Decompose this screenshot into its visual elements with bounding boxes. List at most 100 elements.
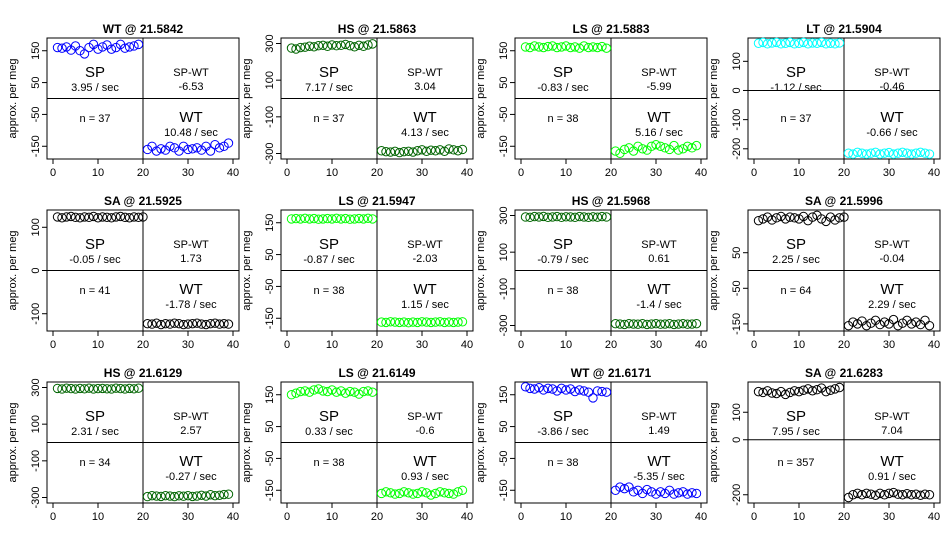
data-point (358, 214, 369, 224)
data-point (192, 318, 202, 328)
wt-label: WT (179, 109, 202, 126)
data-point (448, 489, 459, 499)
data-point (79, 49, 90, 59)
data-point (906, 149, 917, 159)
y-tick-label: -100 (264, 106, 276, 128)
y-tick-label: 100 (30, 218, 42, 236)
data-point (439, 488, 450, 498)
data-point (624, 318, 634, 329)
x-tick-label: 0 (50, 167, 56, 179)
sp-label: SP (786, 236, 806, 253)
data-point (619, 319, 630, 330)
data-point (124, 42, 135, 52)
spwt-value: -0.04 (879, 253, 904, 265)
data-point (322, 386, 333, 397)
data-point (852, 488, 863, 499)
data-point (525, 212, 535, 223)
y-tick-label: -200 (731, 484, 743, 506)
data-point (183, 319, 193, 329)
sp-label: SP (85, 236, 105, 253)
y-tick-label: 150 (264, 386, 276, 404)
spwt-label: SP-WT (407, 239, 443, 251)
y-tick-label: 0 (731, 437, 743, 443)
sp-rate: 2.31 / sec (71, 426, 119, 438)
y-tick-label: 100 (498, 243, 510, 261)
data-point (579, 41, 589, 51)
spwt-value: 7.04 (881, 425, 902, 437)
x-tick-label: 10 (92, 511, 104, 523)
sp-rate: -0.87 / sec (303, 254, 355, 266)
x-tick-label: 40 (461, 167, 473, 179)
data-point (830, 39, 840, 49)
data-point (525, 42, 535, 53)
data-point (570, 386, 580, 397)
y-tick-label: 100 (731, 52, 743, 70)
data-point (75, 213, 85, 223)
y-tick-label: 300 (264, 34, 276, 52)
data-point (794, 38, 804, 48)
data-point (893, 148, 903, 158)
data-point (789, 213, 800, 223)
wt-rate: 10.48 / sec (164, 127, 218, 139)
data-point (399, 146, 409, 157)
spwt-label: SP-WT (874, 411, 910, 423)
data-point (547, 384, 558, 394)
data-point (426, 490, 436, 500)
data-point (789, 39, 800, 49)
data-point (655, 487, 666, 497)
data-point (843, 148, 854, 158)
data-point (156, 491, 166, 502)
data-point (327, 385, 337, 395)
data-point (52, 42, 63, 53)
spwt-label: SP-WT (173, 411, 209, 423)
data-point (385, 147, 396, 157)
wt-label: WT (880, 109, 903, 126)
x-tick-label: 0 (50, 511, 56, 523)
data-point (552, 211, 562, 222)
data-point (318, 40, 328, 51)
data-point (457, 485, 468, 495)
data-point (762, 386, 773, 396)
data-point (902, 148, 912, 158)
data-point (111, 383, 121, 393)
x-tick-label: 40 (928, 167, 940, 179)
data-point (88, 211, 99, 222)
x-tick-label: 0 (751, 339, 757, 351)
x-tick-label: 10 (92, 167, 104, 179)
data-point (798, 37, 809, 48)
data-point (583, 387, 594, 397)
data-point (655, 319, 666, 329)
data-point (807, 38, 818, 48)
sp-label: SP (786, 408, 806, 425)
sp-rate: -1.12 / sec (770, 82, 822, 94)
data-point (75, 383, 85, 394)
data-point (417, 317, 427, 327)
data-point (223, 319, 234, 329)
sp-label: SP (553, 408, 573, 425)
x-tick-label: 40 (461, 339, 473, 351)
y-tick-label: 50 (264, 420, 276, 432)
wt-rate: -0.66 / sec (866, 127, 918, 139)
data-point (682, 489, 693, 499)
data-point (142, 491, 153, 502)
data-point (187, 491, 198, 502)
data-point (897, 147, 908, 157)
data-point (691, 318, 702, 329)
data-point (340, 213, 351, 224)
data-point (304, 41, 315, 51)
data-point (561, 212, 571, 222)
sp-rate: 7.95 / sec (772, 426, 820, 438)
data-point (794, 386, 804, 397)
data-point (678, 487, 688, 497)
wt-label: WT (647, 109, 670, 126)
y-axis-label: approx. per meg (475, 58, 487, 138)
data-point (691, 488, 702, 499)
data-point (349, 214, 360, 224)
sample-count: n = 37 (781, 113, 812, 125)
x-tick-label: 20 (371, 339, 383, 351)
sp-label: SP (319, 408, 339, 425)
y-axis-label: approx. per meg (7, 58, 19, 138)
data-point (556, 383, 567, 394)
data-point (376, 317, 387, 327)
data-point (570, 212, 580, 223)
